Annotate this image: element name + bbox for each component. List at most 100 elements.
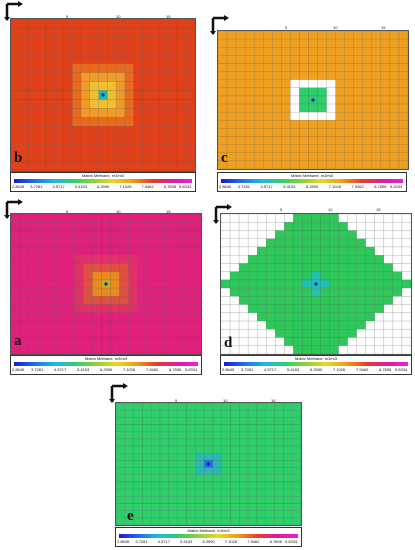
grid-cell: [311, 238, 321, 248]
grid-cell: [168, 135, 178, 145]
grid-cell: [221, 460, 231, 468]
grid-cell: [28, 320, 39, 330]
grid-cell: [256, 510, 266, 519]
grid-cell: [177, 63, 187, 73]
grid-cell: [238, 296, 249, 305]
grid-cell: [302, 287, 312, 297]
grid-cell: [11, 117, 20, 127]
grid-cell: [247, 488, 258, 497]
grid-cell: [247, 503, 258, 511]
grid-cell: [182, 296, 193, 305]
tick-x-5: 5: [175, 398, 178, 403]
grid-cell: [110, 230, 120, 239]
grid-cell: [19, 246, 30, 256]
grid-cell: [128, 287, 138, 297]
grid-cell: [353, 111, 363, 121]
grid-cell: [11, 287, 21, 297]
grid-cell: [173, 222, 184, 231]
grid-cell: [383, 271, 394, 281]
grid-cell: [37, 126, 47, 136]
grid-cell: [265, 517, 275, 525]
grid-cell: [311, 254, 321, 264]
grid-cell: [116, 403, 126, 411]
grid-cell: [320, 287, 330, 297]
grid-cell: [116, 488, 126, 497]
grid-cell: [275, 287, 285, 297]
grid-cell: [275, 230, 285, 239]
grid-cell: [203, 417, 214, 425]
grid-cell: [353, 152, 363, 162]
grid-cell: [247, 403, 258, 411]
grid-cell: [19, 27, 29, 38]
grid-cell: [182, 214, 193, 223]
grid-cell: [299, 95, 309, 105]
grid-cell: [83, 263, 93, 272]
grid-cell: [133, 108, 143, 118]
grid-cell: [263, 152, 273, 162]
grid-cell: [253, 55, 264, 64]
grid-cell: [335, 144, 345, 153]
grid-cell: [317, 87, 327, 97]
grid-cell: [299, 120, 309, 129]
grid-cell: [92, 304, 102, 314]
grid-cell: [398, 47, 408, 56]
grid-cell: [101, 271, 111, 281]
grid-cell: [389, 55, 400, 64]
grid-cell: [28, 63, 38, 73]
grid-cell: [80, 54, 91, 64]
grid-cell: [110, 337, 120, 346]
grid-cell: [326, 95, 336, 105]
grid-cell: [365, 312, 376, 322]
grid-cell: [221, 279, 231, 289]
grid-cell: [265, 496, 275, 504]
grid-cell: [28, 99, 38, 109]
grid-cell: [28, 54, 38, 64]
grid-cell: [37, 304, 48, 314]
grid-cell: [299, 136, 309, 145]
grid-cell: [347, 254, 357, 264]
grid-cell: [150, 143, 161, 154]
grid-cell: [238, 320, 249, 330]
grid-cell: [124, 431, 134, 440]
grid-cell: [320, 246, 330, 256]
grid-cell: [398, 103, 408, 113]
grid-cell: [155, 287, 166, 297]
grid-cell: [272, 160, 282, 169]
grid-cell: [116, 510, 126, 519]
grid-cell: [338, 287, 348, 297]
grid-cell: [380, 144, 391, 153]
grid-cell: [128, 337, 138, 346]
grid-cell: [46, 222, 57, 231]
grid-cell: [221, 312, 231, 322]
grid-cell: [133, 467, 143, 475]
grid-cell: [401, 345, 411, 354]
grid-cell: [128, 238, 138, 248]
grid-cell: [299, 47, 309, 56]
grid-cell: [159, 453, 170, 461]
grid-cell: [124, 453, 134, 461]
grid-cell: [383, 287, 394, 297]
grid-cell: [239, 424, 249, 432]
grid-cell: [98, 161, 108, 171]
grid-cell: [119, 329, 129, 338]
grid-cell: [265, 503, 275, 511]
grid-cell: [274, 467, 284, 475]
grid-cell: [281, 87, 291, 97]
grid-cell: [380, 103, 391, 113]
grid-cell: [317, 144, 327, 153]
grid-cell: [45, 45, 56, 55]
grid-cell: [177, 488, 187, 497]
grid-cell: [72, 152, 82, 163]
grid-cell: [115, 19, 126, 29]
grid-cell: [356, 254, 366, 264]
grid-cell: [74, 254, 84, 264]
grid-cell: [11, 99, 20, 109]
grid-cell: [320, 296, 330, 305]
grid-cell: [244, 38, 255, 48]
grid-cell: [124, 63, 134, 73]
grid-cell: [37, 27, 47, 38]
grid-cell: [235, 31, 246, 40]
grid-cell: [256, 246, 267, 256]
grid-cell: [191, 254, 201, 264]
grid-cell: [212, 445, 222, 454]
